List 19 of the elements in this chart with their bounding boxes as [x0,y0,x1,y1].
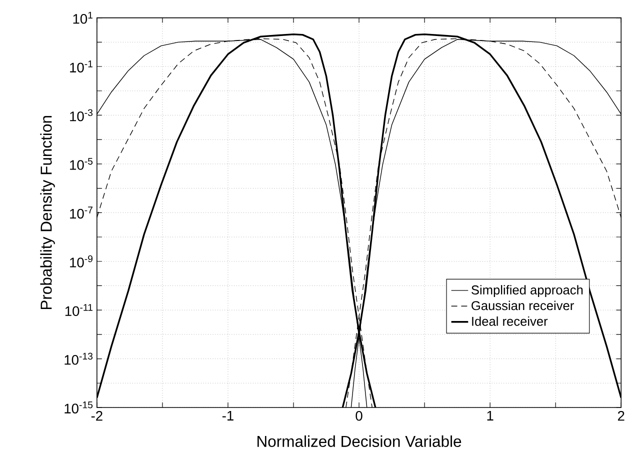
legend-label: Gaussian receiver [472,300,574,310]
x-tick-label: 0 [356,411,362,421]
y-tick-label: 10$^{-7}$ [70,206,92,219]
y-tick-label: 10$^{-15}$ [64,402,93,414]
y-tick-label: 10$^{1}$ [73,12,92,24]
x-tick-label: -2 [91,411,102,421]
x-tick-label: 2 [618,411,624,421]
x-tick-label: -1 [222,411,234,421]
y-tick-label: 10$^{-13}$ [64,352,93,365]
legend-label: Simplified approach [472,285,583,298]
y-tick-label: 10$^{-9}$ [70,255,92,268]
x-axis-title: Normalized Decision Variable [258,436,462,448]
x-tick-label: 1 [487,411,494,421]
y-tick-label: 10$^{-11}$ [65,304,92,316]
y-axis-title: Probability Density Function [40,116,55,310]
y-tick-label: 10$^{-5}$ [70,158,93,170]
legend-label: Ideal receiver [472,316,548,326]
y-tick-label: 10$^{-1}$ [70,60,92,73]
y-tick-label: 10$^{-3}$ [70,109,93,122]
